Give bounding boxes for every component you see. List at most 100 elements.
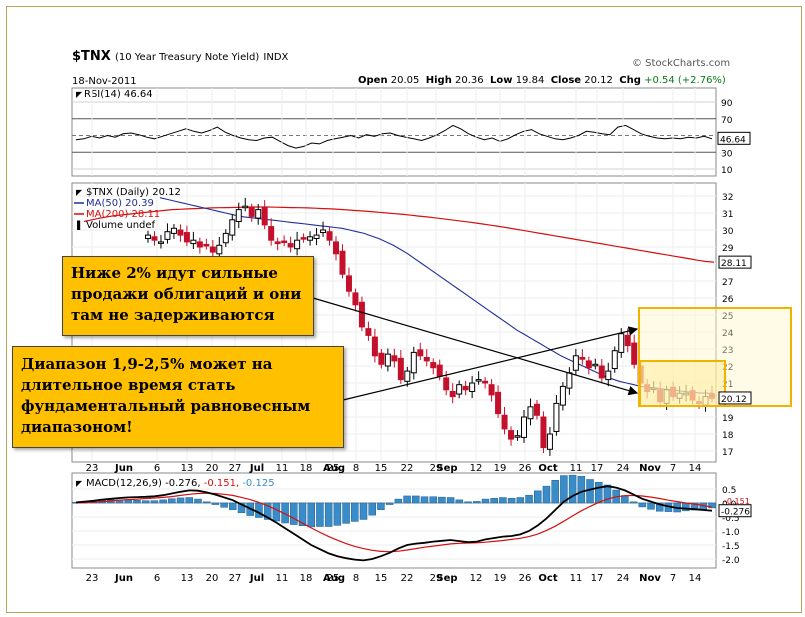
- x-axis-label: 8: [353, 463, 359, 474]
- macd-histogram-bar: [655, 502, 664, 512]
- macd-histogram-bar: [316, 502, 324, 527]
- x-axis-label: 20: [206, 573, 219, 584]
- x-axis-label: 29: [430, 463, 443, 474]
- x-axis-label: 12: [470, 463, 483, 474]
- price-tick-label: 19: [722, 414, 734, 424]
- macd-histogram-bar: [516, 497, 525, 504]
- macd-histogram-bar: [542, 485, 551, 504]
- x-axis-label: 29: [430, 573, 443, 584]
- x-axis-label: 22: [401, 573, 414, 584]
- change-value: +0.54 (+2.76%): [644, 75, 726, 86]
- candle-body: [216, 244, 223, 255]
- candle-body: [391, 355, 398, 362]
- x-axis-label: Oct: [538, 463, 557, 474]
- candle-body: [469, 382, 476, 392]
- macd-histogram-bar: [290, 502, 298, 525]
- macd-histogram-bar: [176, 497, 185, 504]
- macd-tick-label: -1.0: [722, 528, 740, 538]
- x-axis-label: 19: [494, 573, 507, 584]
- candle-body: [151, 236, 158, 241]
- x-axis-label: 27: [229, 573, 242, 584]
- macd-histogram-bar: [603, 484, 612, 504]
- macd-histogram-bar: [473, 501, 481, 504]
- price-tick-label: 24: [722, 329, 734, 339]
- candle-body: [203, 243, 210, 247]
- macd-histogram-bar: [237, 502, 246, 514]
- macd-marker: ◤: [76, 479, 83, 488]
- candle-body: [261, 206, 268, 226]
- candle-body: [339, 250, 346, 275]
- macd-histogram-bar: [368, 502, 376, 516]
- macd-histogram-bar: [560, 475, 568, 504]
- macd-histogram-bar: [551, 480, 559, 504]
- x-axis-label: 26: [519, 463, 532, 474]
- x-axis-label: 22: [401, 463, 414, 474]
- macd-histogram-bar: [394, 498, 403, 504]
- price-tick-label: 25: [722, 312, 733, 322]
- x-axis-label: 11: [570, 573, 583, 584]
- x-axis-label: Nov: [639, 573, 661, 584]
- candle-body: [533, 403, 540, 416]
- price-tick-label: 21: [722, 380, 733, 390]
- x-axis-label: 13: [181, 463, 194, 474]
- candle-body: [235, 209, 242, 223]
- candle-body: [430, 362, 437, 369]
- macd-histogram-bar: [638, 502, 647, 508]
- price-tick-label: 23: [722, 346, 733, 356]
- price-tick-label: 32: [722, 193, 733, 203]
- macd-histogram-bar: [324, 502, 333, 527]
- ohlc-readout: Open 20.05 High 20.36 Low 19.84 Close 20…: [358, 75, 726, 86]
- x-axis-label: 12: [470, 573, 483, 584]
- macd-histogram-bar: [594, 481, 603, 504]
- close-badge: [718, 391, 752, 405]
- x-axis-label: 25: [327, 463, 340, 474]
- rsi-tick-label: 30: [721, 149, 733, 159]
- macd-histogram-bar: [647, 502, 655, 510]
- candle-body: [268, 226, 275, 241]
- macd-histogram-bar: [220, 502, 228, 508]
- chart-title: $TNX (10 Year Treasury Note Yield) INDX: [72, 49, 288, 64]
- x-axis-label: 13: [181, 573, 194, 584]
- candle-body: [475, 379, 482, 382]
- x-axis-label: 15: [375, 573, 388, 584]
- x-axis-label: Oct: [538, 573, 557, 584]
- candle-body: [281, 240, 288, 244]
- x-axis-label: 27: [229, 463, 242, 474]
- macd-histogram-bar: [351, 502, 359, 522]
- candle-body: [333, 241, 339, 255]
- candle-body: [410, 351, 417, 374]
- macd-histogram-bar: [307, 502, 315, 528]
- price-legend-item: $TNX (Daily) 20.12: [86, 187, 181, 198]
- candle-body: [624, 334, 631, 347]
- rsi-last-value: 46.64: [720, 135, 746, 145]
- candle-body: [527, 406, 534, 420]
- candle-body: [436, 364, 443, 377]
- x-axis-label: Sep: [436, 573, 457, 584]
- candle-body: [145, 234, 151, 240]
- x-axis-label: 20: [206, 463, 219, 474]
- x-axis-label: 8: [353, 573, 359, 584]
- candle-body: [546, 433, 553, 450]
- candle-body: [404, 370, 411, 382]
- macd-histogram-bar: [420, 496, 429, 504]
- macd-histogram-bar: [577, 476, 586, 504]
- x-axis-label: Aug: [323, 573, 345, 584]
- macd-histogram-bar: [168, 498, 176, 504]
- chart-date: 18-Nov-2011: [72, 76, 137, 87]
- macd-histogram-bar: [455, 499, 464, 504]
- x-axis-label: 7: [670, 573, 676, 584]
- x-axis-label: Jul: [249, 573, 264, 584]
- candle-body: [196, 241, 203, 248]
- x-axis-label: 11: [570, 463, 583, 474]
- candle-body: [611, 350, 618, 370]
- macd-last-badge: [718, 504, 752, 518]
- candle-body: [274, 241, 281, 245]
- candle-body: [177, 229, 184, 236]
- candle-body: [566, 372, 573, 389]
- candle-body: [164, 231, 171, 240]
- candle-body: [307, 236, 314, 241]
- rsi-tick-label: 70: [721, 116, 733, 126]
- rsi-marker: ◤: [76, 90, 83, 99]
- macd-signal-last-value: -0.151: [724, 497, 750, 506]
- candle-body: [170, 227, 177, 234]
